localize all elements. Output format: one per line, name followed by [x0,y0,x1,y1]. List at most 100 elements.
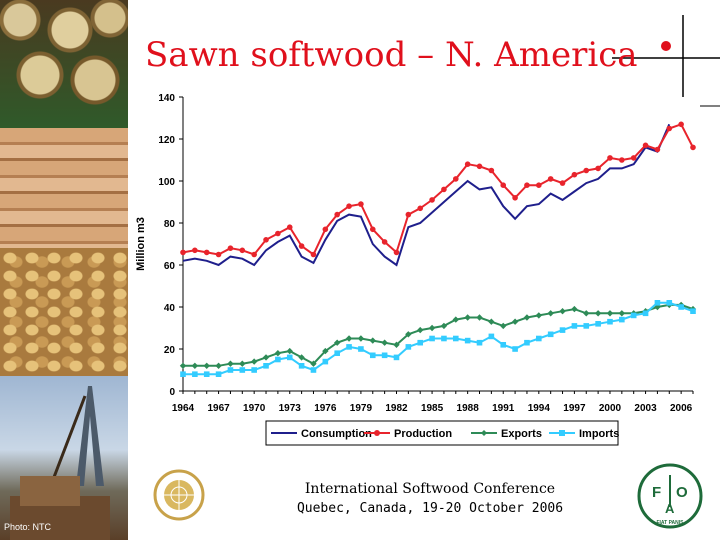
data-point [393,354,400,361]
data-point [488,333,495,340]
eiffel-tower-icon [10,386,110,540]
x-tick-label: 1976 [314,403,337,414]
data-point [322,358,329,365]
data-point [358,201,364,207]
data-point [393,249,400,256]
data-point [346,344,352,350]
data-point [369,352,376,359]
data-point [417,205,424,212]
data-point [583,167,590,174]
data-point [381,239,388,245]
data-point [654,303,661,311]
x-tick-label: 1979 [350,403,373,414]
y-tick-label: 60 [164,261,176,272]
construction-photo: Photo: NTC [0,376,128,540]
data-point [524,339,530,346]
data-point [452,335,459,342]
series-line-consumption [182,123,671,267]
data-point [262,354,270,361]
conference-location-date: Quebec, Canada, 19-20 October 2006 [296,501,564,516]
data-point [286,224,293,230]
series-group [179,121,697,377]
data-point [512,195,518,201]
un-emblem-icon [153,469,205,521]
data-point [215,362,222,369]
x-axis: 1964 1967 1970 1973 1976 1979 1982 1985 1988 1991… [172,390,694,414]
series-consumption [182,123,671,267]
data-point [607,155,613,161]
data-point [488,318,495,325]
data-point [428,324,436,332]
data-point [500,322,507,330]
data-point [571,323,578,329]
data-point [180,249,186,256]
data-point [666,125,673,132]
data-point [535,312,543,319]
data-point [322,347,329,355]
legend-item-production: Production [364,428,452,440]
data-point [298,354,305,361]
data-point [642,142,649,149]
series-imports [180,300,696,377]
legend-item-imports: Imports [549,428,619,440]
data-point [666,300,673,306]
data-point [536,182,542,188]
data-point [322,226,329,233]
x-tick-label: 1997 [563,403,586,414]
data-point [274,350,282,357]
data-point [678,121,684,128]
data-point [263,363,269,369]
data-point [358,346,364,352]
x-tick-label: 2000 [599,403,622,414]
series-exports [179,301,697,369]
data-point [369,226,376,233]
slide-title: Sawn softwood – N. America [145,35,638,75]
conference-name: International Softwood Conference [304,481,556,497]
data-point [571,171,578,178]
data-point [374,430,380,436]
data-point [559,430,565,436]
data-point [441,335,447,342]
fao-letter-a: A [665,501,675,516]
data-point [547,310,554,317]
data-point [476,163,483,170]
red-dot-icon [661,41,671,51]
x-tick-label: 1964 [172,403,195,414]
legend-item-exports: Exports [471,428,542,440]
fao-logo-icon: F A O FIAT PANIS [637,463,703,529]
data-point [642,310,649,317]
data-point [405,331,412,338]
data-point [547,176,554,182]
x-tick-label: 1973 [279,403,302,414]
data-point [512,346,518,352]
data-point [250,358,258,365]
data-point [333,339,341,346]
x-tick-label: 1967 [207,403,230,414]
data-point [464,314,471,321]
x-tick-label: 1985 [421,403,444,414]
data-point [595,165,601,172]
data-point [583,323,590,329]
x-tick-label: 1994 [528,403,551,414]
data-point [481,430,487,436]
y-tick-label: 100 [158,177,175,188]
y-tick-label: 0 [169,387,175,398]
data-point [429,335,435,342]
data-point [215,371,222,377]
data-point [559,308,566,315]
legend-item-consumption: Consumption [271,428,372,440]
data-point [251,251,257,258]
y-tick-label: 120 [158,135,175,146]
data-point [286,347,293,355]
data-point [500,342,507,348]
wood-pellets-photo [0,248,128,376]
plot-area [183,97,693,391]
data-point [203,362,210,369]
data-point [523,314,531,321]
data-point [630,312,637,319]
data-point [192,247,198,254]
data-point [452,316,459,323]
x-tick-label: 1982 [385,403,408,414]
data-point [690,144,696,151]
